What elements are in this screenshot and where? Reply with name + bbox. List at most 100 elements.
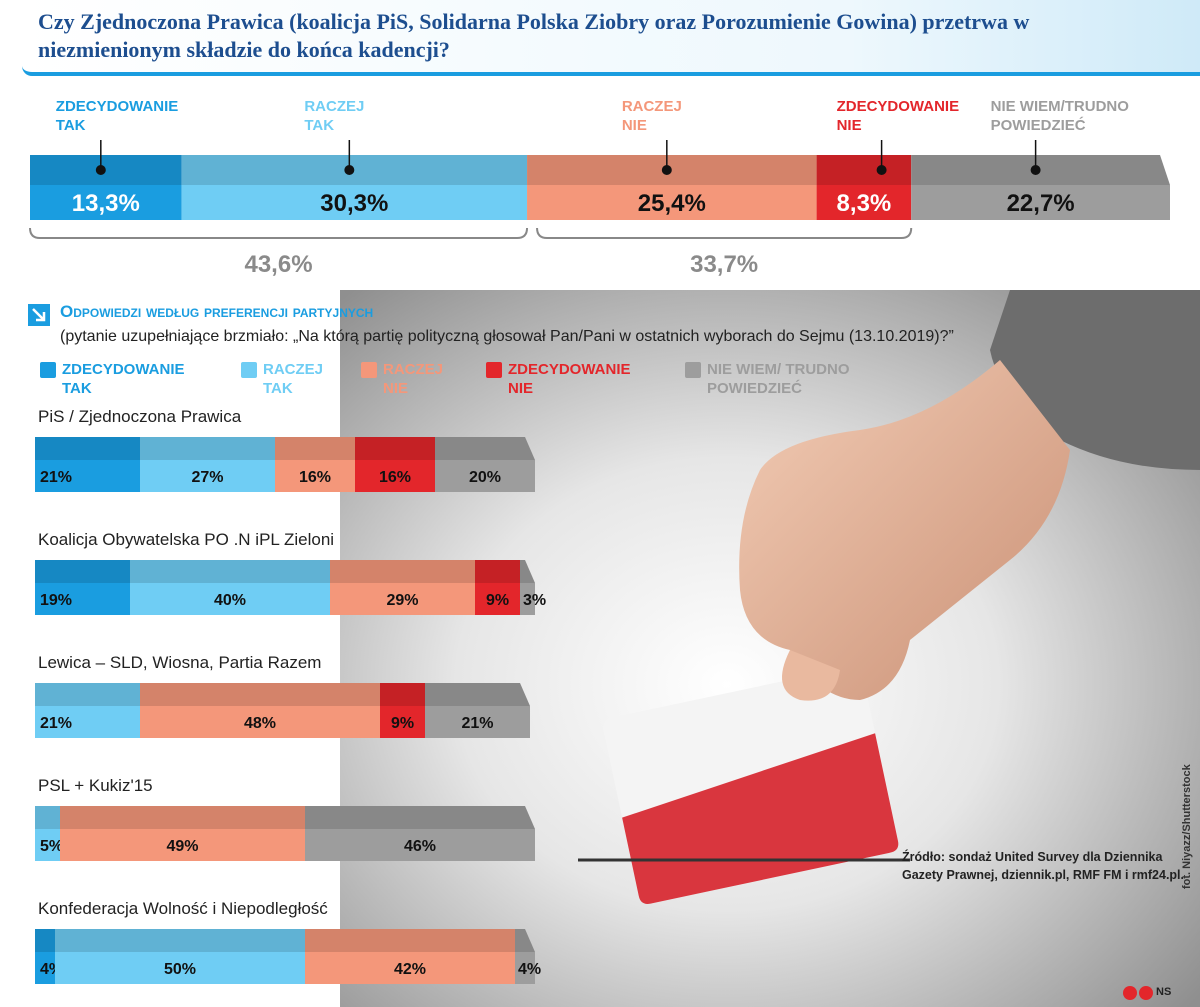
bar: [305, 829, 535, 861]
pointer-dot: [344, 165, 355, 175]
value-label: 29%: [386, 592, 418, 609]
bar-top: [380, 683, 425, 706]
bar: [275, 460, 355, 492]
value-label: 30,3%: [320, 190, 388, 217]
total-label: 43,6%: [244, 251, 312, 278]
bar-top-shade: [60, 806, 305, 829]
category-label: PSL + Kukiz'15: [38, 776, 153, 795]
pointer-dot: [661, 165, 672, 175]
bar-top: [435, 437, 535, 460]
legend-label: NIE WIEM/ TRUDNO POWIEDZIEĆ: [707, 361, 850, 397]
category-label: Konfederacja Wolność i Niepodległość: [38, 899, 328, 918]
bar: [475, 583, 520, 615]
pointer-dot: [1030, 165, 1041, 175]
bar: [435, 460, 535, 492]
value-label: 50%: [164, 961, 196, 978]
value-label: 49%: [166, 838, 198, 855]
value-label: 22,7%: [1007, 190, 1075, 217]
pointer-dot: [95, 165, 106, 175]
value-label: 3%: [523, 592, 546, 609]
bar-top-shade: [35, 806, 60, 829]
legend-label: ZDECYDOWANIE NIE: [508, 361, 631, 397]
bar: [30, 185, 182, 220]
source-note: Źródło: sondaż United Survey dla Dzienni…: [902, 850, 1184, 882]
value-label: 16%: [379, 469, 411, 486]
category-label: PiS / Zjednoczona Prawica: [38, 407, 242, 426]
legend-label: NIE WIEM/TRUDNO POWIEDZIEĆ: [990, 98, 1129, 134]
bar: [816, 185, 912, 220]
legend-label: RACZEJ NIE: [621, 98, 682, 134]
bar: [527, 185, 817, 220]
bar: [60, 829, 305, 861]
bar-top: [305, 806, 535, 829]
category-label: Lewica – SLD, Wiosna, Partia Razem: [38, 653, 322, 672]
value-label: 25,4%: [638, 190, 706, 217]
bar: [55, 952, 305, 984]
bar-top-shade: [305, 929, 515, 952]
value-label: 21%: [461, 715, 493, 732]
total-label: 33,7%: [690, 251, 758, 278]
photo-credit: fot. Niyazz/Shutterstock: [1181, 764, 1193, 889]
bar-top-shade: [816, 155, 912, 185]
legend-label: ZDECYDOWANIE TAK: [62, 361, 185, 397]
bar: [35, 460, 140, 492]
bar-top-shade: [515, 929, 535, 952]
bar: [425, 706, 530, 738]
bar-top-shade: [55, 929, 305, 952]
bar: [140, 706, 380, 738]
bar: [35, 706, 140, 738]
value-label: 9%: [486, 592, 509, 609]
value-label: 21%: [40, 715, 72, 732]
finger: [782, 650, 840, 701]
pointer-dot: [876, 165, 887, 175]
legend-label: RACZEJ NIE: [383, 361, 444, 397]
bracket: [536, 227, 913, 239]
bar-top-shade: [330, 560, 475, 583]
bar-top: [35, 437, 140, 460]
bar-top-shade: [305, 806, 535, 829]
bar-top-shade: [275, 437, 355, 460]
bar-top: [305, 929, 515, 952]
bar: [515, 952, 535, 984]
legend-swatch: [685, 362, 701, 378]
section-arrow: [32, 308, 46, 322]
bar-top-shade: [380, 683, 425, 706]
bar-top: [140, 683, 380, 706]
bar: [330, 583, 475, 615]
bar-top: [475, 560, 520, 583]
legend-swatch: [241, 362, 257, 378]
bar: [380, 706, 425, 738]
bar-top: [130, 560, 330, 583]
bar: [520, 583, 535, 615]
hand: [739, 360, 1070, 700]
logo: [1139, 986, 1153, 1000]
bar-top: [425, 683, 530, 706]
bar: [35, 829, 60, 861]
value-label: 9%: [391, 715, 414, 732]
value-label: 5%: [40, 838, 63, 855]
bar-top-shade: [475, 560, 520, 583]
bar: [35, 952, 55, 984]
bar-top: [140, 437, 275, 460]
bar-top-shade: [140, 683, 380, 706]
bar: [130, 583, 330, 615]
bar-top-shade: [35, 437, 140, 460]
value-label: 19%: [40, 592, 72, 609]
bar-top-shade: [35, 929, 55, 952]
value-label: 46%: [404, 838, 436, 855]
bar-top: [60, 806, 305, 829]
value-label: 20%: [469, 469, 501, 486]
legend-swatch: [486, 362, 502, 378]
subtitle: (pytanie uzupełniające brzmiało: „Na któ…: [60, 328, 954, 345]
bar-top-shade: [520, 560, 535, 583]
bar-top: [35, 560, 130, 583]
bar: [140, 460, 275, 492]
value-label: 48%: [244, 715, 276, 732]
value-label: 13,3%: [72, 190, 140, 217]
bracket: [29, 227, 529, 239]
legend-label: ZDECYDOWANIE TAK: [55, 98, 179, 134]
bar: [911, 185, 1170, 220]
section-title: Odpowiedzi według preferencji partyjnych: [60, 302, 374, 321]
